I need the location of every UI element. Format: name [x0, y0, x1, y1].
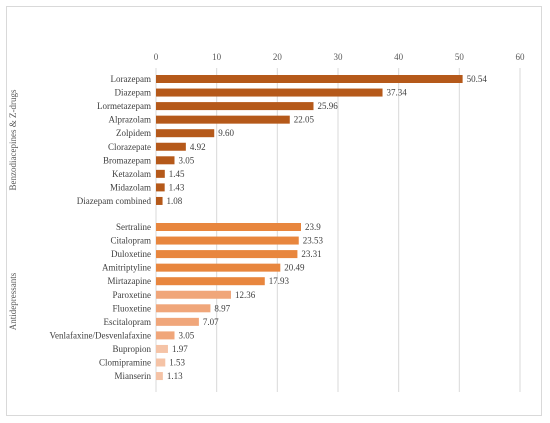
category-label: Citalopram — [111, 236, 152, 246]
data-label: 1.43 — [169, 182, 185, 192]
category-label: Mirtazapine — [108, 276, 151, 286]
data-label: 1.13 — [167, 371, 183, 381]
data-label: 20.49 — [284, 263, 305, 273]
category-label: Lormetazepam — [97, 101, 151, 111]
data-label: 50.54 — [467, 74, 488, 84]
x-tick-label: 10 — [212, 52, 222, 62]
bar-diazepam-combined — [156, 196, 163, 205]
x-tick-label: 30 — [334, 52, 344, 62]
data-label: 23.9 — [305, 222, 321, 232]
bar-fluoxetine — [156, 304, 211, 313]
category-label: Lorazepam — [111, 74, 151, 84]
group-label: Antidepressants — [8, 272, 18, 330]
data-label: 9.60 — [218, 128, 234, 138]
bar-mianserin — [156, 372, 163, 381]
category-label: Midazolam — [110, 182, 151, 192]
bar-paroxetine — [156, 290, 231, 299]
bar-diazepam — [156, 88, 383, 97]
group-label: Benzodiacepines & Z-drugs — [8, 89, 18, 190]
category-label: Amitriptyline — [102, 263, 151, 273]
x-tick-label: 50 — [455, 52, 465, 62]
data-label: 8.97 — [214, 303, 230, 313]
bar-zolpidem — [156, 129, 215, 138]
bar-midazolam — [156, 183, 165, 192]
data-label: 1.97 — [172, 344, 188, 354]
category-label: Zolpidem — [116, 128, 151, 138]
category-label: Venlafaxine/Desvenlafaxine — [50, 330, 151, 340]
bar-clorazepate — [156, 142, 186, 151]
x-tick-label: 40 — [394, 52, 404, 62]
category-label: Duloxetine — [111, 249, 151, 259]
bar-citalopram — [156, 236, 299, 245]
data-label: 3.05 — [179, 155, 195, 165]
category-label: Clorazepate — [108, 142, 151, 152]
bar-venlafaxine-desvenlafaxine — [156, 331, 175, 340]
category-label: Mianserin — [115, 371, 152, 381]
data-label: 1.53 — [169, 358, 185, 368]
bar-sertraline — [156, 223, 301, 231]
category-label: Fluoxetine — [113, 303, 152, 313]
bar-alprazolam — [156, 115, 290, 124]
chart-frame — [6, 6, 542, 416]
category-label: Alprazolam — [109, 115, 151, 125]
data-label: 22.05 — [294, 115, 315, 125]
bar-clomipramine — [156, 358, 166, 367]
category-label: Ketazolam — [112, 169, 151, 179]
bar-bromazepam — [156, 156, 175, 165]
data-label: 12.36 — [235, 290, 256, 300]
data-label: 25.96 — [317, 101, 338, 111]
data-label: 37.34 — [387, 88, 408, 98]
data-label: 23.31 — [301, 249, 321, 259]
category-label: Diazepam combined — [77, 196, 152, 206]
x-tick-label: 0 — [154, 52, 159, 62]
category-label: Diazepam — [115, 88, 151, 98]
bar-lormetazepam — [156, 102, 314, 111]
category-label: Sertraline — [116, 222, 151, 232]
category-label: Bromazepam — [103, 155, 151, 165]
bar-bupropion — [156, 344, 168, 353]
bar-escitalopram — [156, 317, 199, 326]
x-tick-label: 60 — [516, 52, 526, 62]
category-label: Bupropion — [112, 344, 151, 354]
data-label: 1.08 — [167, 196, 183, 206]
bar-amitriptyline — [156, 263, 281, 272]
data-label: 7.07 — [203, 317, 219, 327]
bar-ketazolam — [156, 169, 165, 178]
bar-duloxetine — [156, 250, 298, 259]
category-label: Paroxetine — [113, 290, 152, 300]
category-label: Clomipramine — [99, 358, 151, 368]
category-label: Escitalopram — [104, 317, 151, 327]
data-label: 4.92 — [190, 142, 206, 152]
data-label: 1.45 — [169, 169, 185, 179]
data-label: 17.93 — [269, 276, 290, 286]
data-label: 23.53 — [303, 236, 324, 246]
bar-mirtazapine — [156, 277, 265, 286]
bar-lorazepam — [156, 75, 463, 83]
data-label: 3.05 — [179, 330, 195, 340]
x-tick-label: 20 — [273, 52, 283, 62]
